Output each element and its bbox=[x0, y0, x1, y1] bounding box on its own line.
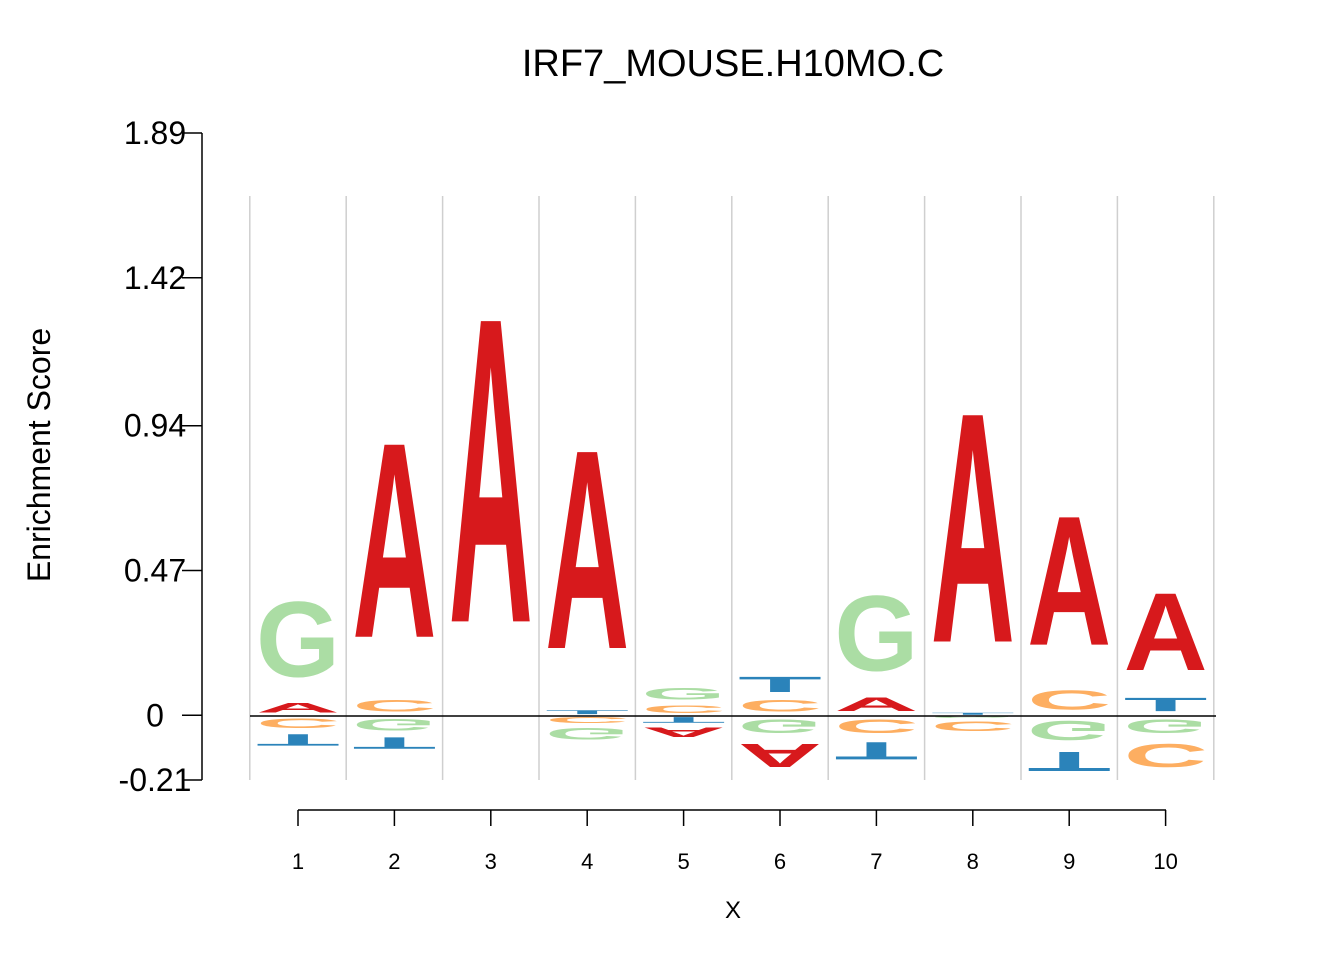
logo-letter-t: T bbox=[256, 731, 340, 750]
logo-letter-g: G bbox=[1027, 715, 1111, 746]
y-tick-label: 0.47 bbox=[124, 552, 186, 588]
x-tick-label: 7 bbox=[870, 849, 882, 874]
logo-letter-t: T bbox=[1124, 694, 1208, 716]
logo-letter-t: T bbox=[642, 715, 726, 724]
x-tick-label: 2 bbox=[388, 849, 400, 874]
x-tick-label: 1 bbox=[292, 849, 304, 874]
chart-title: IRF7_MOUSE.H10MO.C bbox=[522, 43, 944, 85]
logo-letter-g: G bbox=[545, 724, 629, 742]
x-tick-label: 4 bbox=[581, 849, 593, 874]
y-tick-label: 0.94 bbox=[124, 408, 186, 444]
y-tick-label: 1.89 bbox=[124, 115, 186, 151]
x-tick-label: 5 bbox=[677, 849, 689, 874]
logo-letter-g: G bbox=[931, 715, 1015, 718]
logo-letter-g: G bbox=[352, 715, 436, 733]
x-tick-label: 6 bbox=[774, 849, 786, 874]
y-tick-label: 1.42 bbox=[124, 260, 186, 296]
x-tick-label: 3 bbox=[485, 849, 497, 874]
logo-letter-t: T bbox=[352, 734, 436, 753]
logo-letter-t: T bbox=[738, 672, 822, 697]
logo-letter-g: G bbox=[642, 685, 726, 703]
logo-letter-t: T bbox=[1027, 746, 1111, 777]
logo-letter-c: C bbox=[834, 715, 918, 737]
logo-letter-a: A bbox=[545, 391, 629, 709]
logo-letter-c: C bbox=[1124, 737, 1208, 774]
logo-letter-a: A bbox=[642, 725, 726, 741]
logo-letter-c: C bbox=[1027, 684, 1111, 715]
x-axis-ticks: 1 2 3 4 5 6 7 8 9 10 bbox=[292, 810, 1178, 874]
logo-letter-a: A bbox=[931, 346, 1015, 713]
logo-letter-t: T bbox=[834, 737, 918, 765]
logo-letter-g: G bbox=[1124, 715, 1208, 736]
logo-letter-c: C bbox=[642, 703, 726, 715]
y-axis-label: Enrichment Score bbox=[21, 328, 57, 582]
y-tick-label: 0 bbox=[146, 697, 164, 733]
logo-letter-c: C bbox=[931, 718, 1015, 734]
logo-letter-c: C bbox=[256, 715, 340, 731]
logo-letter-a: A bbox=[738, 737, 822, 774]
y-tick-label: -0.21 bbox=[119, 762, 192, 798]
logo-letter-a: A bbox=[834, 694, 918, 716]
logo-letter-g: G bbox=[738, 715, 822, 736]
position-separators bbox=[249, 196, 1215, 780]
logo-letter-c: C bbox=[738, 697, 822, 716]
logo-letter-c: C bbox=[545, 715, 629, 724]
logo-letter-c: C bbox=[352, 697, 436, 716]
logo-letter-a: A bbox=[352, 385, 436, 697]
x-axis-label: X bbox=[725, 897, 741, 924]
logo-letter-g: G bbox=[256, 579, 340, 700]
logo-letter-g: G bbox=[834, 573, 918, 694]
logo-letter-t: T bbox=[931, 712, 1015, 715]
logo-letter-t: T bbox=[545, 709, 629, 715]
x-tick-label: 10 bbox=[1153, 849, 1177, 874]
logo-letter-a: A bbox=[1027, 477, 1111, 684]
x-tick-label: 8 bbox=[967, 849, 979, 874]
y-axis-ticks: 1.89 1.42 0.94 0.47 0 -0.21 bbox=[119, 115, 202, 798]
logo-letter-a: A bbox=[256, 700, 340, 716]
logo-letter-a: A bbox=[449, 227, 533, 715]
logo-letter-a: A bbox=[1124, 571, 1208, 695]
x-tick-label: 9 bbox=[1063, 849, 1075, 874]
